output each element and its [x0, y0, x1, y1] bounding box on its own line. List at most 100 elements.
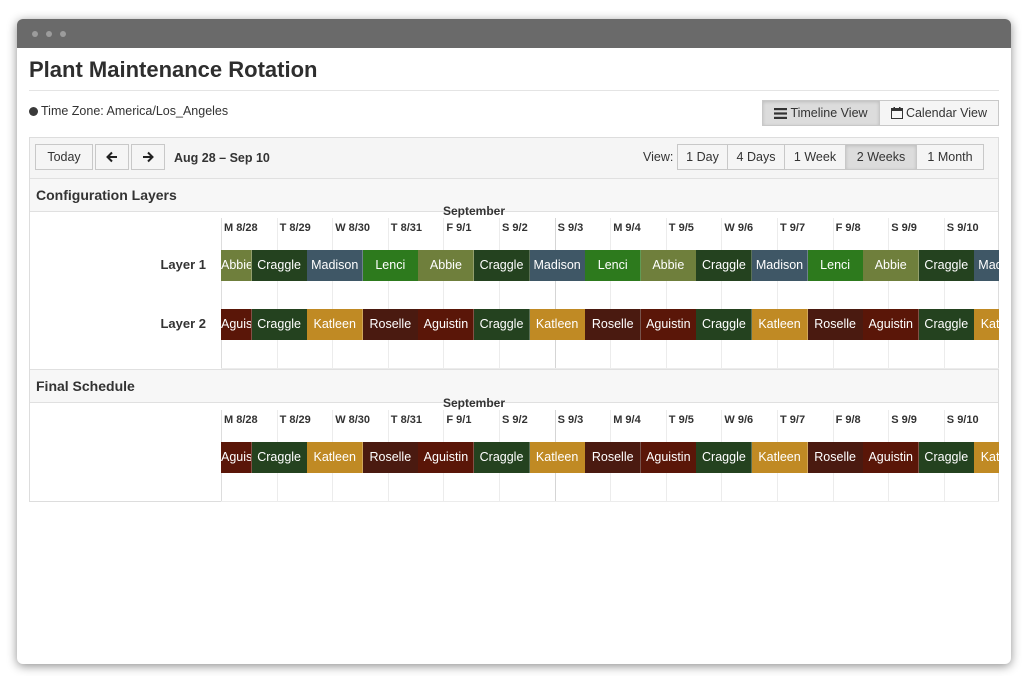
view-button-label: 4 Days [736, 150, 776, 164]
shift-block[interactable]: Abbie [418, 250, 475, 281]
day-header: W 8/30 [335, 414, 371, 426]
today-button[interactable]: Today [35, 144, 93, 170]
day-header: T 9/5 [668, 414, 694, 426]
shift-block[interactable]: Aguistin [221, 442, 253, 473]
shift-block[interactable]: Roselle [362, 442, 419, 473]
month-label: September [443, 396, 506, 410]
view-1-week-button[interactable]: 1 Week [784, 144, 846, 170]
day-header: M 8/28 [224, 414, 258, 426]
shift-block[interactable]: Craggle [251, 250, 308, 281]
shift-block[interactable]: Craggle [473, 442, 531, 473]
view-1-month-button[interactable]: 1 Month [916, 144, 984, 170]
page-title: Plant Maintenance Rotation [29, 57, 318, 82]
list-icon [774, 107, 788, 119]
shift-block[interactable]: Aguistin [221, 309, 253, 340]
window-minimize-dot[interactable] [46, 31, 52, 37]
day-header: T 8/31 [390, 414, 422, 426]
shift-block[interactable]: Abbie [863, 250, 920, 281]
calendar-view-label: Calendar View [905, 106, 988, 120]
day-gridline [721, 218, 722, 369]
schedule-panel: Today Aug 28 – Sep 10 View: 1 Day 4 Days 1… [29, 137, 999, 502]
window-zoom-dot[interactable] [60, 31, 66, 37]
shift-block[interactable]: Craggle [918, 250, 975, 281]
day-gridline [555, 218, 556, 369]
title-divider [29, 90, 999, 91]
today-label: Today [47, 150, 81, 164]
day-gridline [332, 218, 333, 369]
shift-block[interactable]: Craggle [918, 442, 975, 473]
shift-block[interactable]: Craggle [251, 309, 308, 340]
shift-block[interactable]: Craggle [473, 309, 531, 340]
shift-block[interactable]: Madison [751, 250, 809, 281]
day-gridline [388, 218, 389, 369]
shift-block[interactable]: Madison [307, 250, 364, 281]
shift-block[interactable]: Aguistin [418, 442, 475, 473]
shift-block[interactable]: Abbie [640, 250, 697, 281]
shift-block[interactable]: Craggle [918, 309, 975, 340]
shift-block[interactable]: Madison [529, 250, 586, 281]
view-2-weeks-button[interactable]: 2 Weeks [845, 144, 917, 170]
shift-block[interactable]: Aguistin [863, 309, 920, 340]
shift-block[interactable]: Roselle [807, 442, 864, 473]
day-header: T 9/5 [668, 222, 694, 234]
shift-block[interactable]: Abbie [221, 250, 253, 281]
window-close-dot[interactable] [32, 31, 38, 37]
next-button[interactable] [131, 144, 165, 170]
shift-block[interactable]: Aguistin [863, 442, 920, 473]
globe-icon [29, 107, 38, 116]
layer-label: Layer 1 [160, 257, 206, 272]
day-header: S 9/3 [557, 414, 584, 426]
shift-block[interactable]: Katleen [751, 309, 809, 340]
view-1-day-button[interactable]: 1 Day [677, 144, 728, 170]
day-header: F 9/1 [446, 414, 472, 426]
calendar-view-button[interactable]: Calendar View [879, 100, 999, 126]
shift-block[interactable]: Roselle [585, 442, 642, 473]
shift-row: AguistinCraggleKatleenRoselleAguistinCra… [221, 309, 999, 340]
shift-block[interactable]: Lenci [362, 250, 419, 281]
shift-block[interactable]: Roselle [807, 309, 864, 340]
shift-block[interactable]: Aguistin [418, 309, 475, 340]
app-window: Plant Maintenance Rotation Time Zone: Am… [17, 19, 1011, 664]
day-header: T 8/29 [279, 222, 311, 234]
shift-block[interactable]: Craggle [473, 250, 531, 281]
day-header: T 8/31 [390, 222, 422, 234]
day-gridline [499, 218, 500, 369]
config-section-title: Configuration Layers [36, 187, 177, 203]
calendar-icon [890, 107, 903, 119]
shift-block[interactable]: Katleen [751, 442, 809, 473]
view-label: View: [643, 150, 674, 164]
shift-block[interactable]: Katleen [529, 309, 586, 340]
shift-block[interactable]: Aguistin [640, 309, 697, 340]
shift-row: Abbie Craggle Madison Lenci Abbie Craggle Madi… [221, 250, 999, 281]
shift-block[interactable]: Craggle [696, 309, 753, 340]
day-gridline [833, 218, 834, 369]
day-gridline [944, 218, 945, 369]
previous-button[interactable] [95, 144, 129, 170]
timeline-view-label: Timeline View [790, 106, 868, 120]
shift-block[interactable]: Katleen [307, 442, 364, 473]
shift-block[interactable]: Roselle [362, 309, 419, 340]
shift-block[interactable]: Katleen [529, 442, 586, 473]
shift-block[interactable]: Craggle [696, 442, 753, 473]
shift-block[interactable]: Craggle [696, 250, 753, 281]
day-header: T 8/29 [279, 414, 311, 426]
shift-block[interactable]: Katleen [307, 309, 364, 340]
shift-block[interactable]: Katleen [974, 442, 999, 473]
view-button-label: 1 Day [686, 150, 719, 164]
day-header: W 8/30 [335, 222, 371, 234]
shift-block[interactable]: Madison [974, 250, 999, 281]
month-label: September [443, 204, 506, 218]
shift-block[interactable]: Lenci [585, 250, 642, 281]
grid-left-edge [221, 218, 222, 369]
day-gridline [277, 218, 278, 369]
view-4-days-button[interactable]: 4 Days [727, 144, 785, 170]
view-button-label: 1 Month [927, 150, 973, 164]
day-header: F 9/8 [835, 222, 861, 234]
day-gridline [666, 218, 667, 369]
timeline-view-button[interactable]: Timeline View [762, 100, 880, 126]
shift-block[interactable]: Katleen [974, 309, 999, 340]
shift-block[interactable]: Aguistin [640, 442, 697, 473]
shift-block[interactable]: Roselle [585, 309, 642, 340]
shift-block[interactable]: Lenci [807, 250, 864, 281]
shift-block[interactable]: Craggle [251, 442, 308, 473]
